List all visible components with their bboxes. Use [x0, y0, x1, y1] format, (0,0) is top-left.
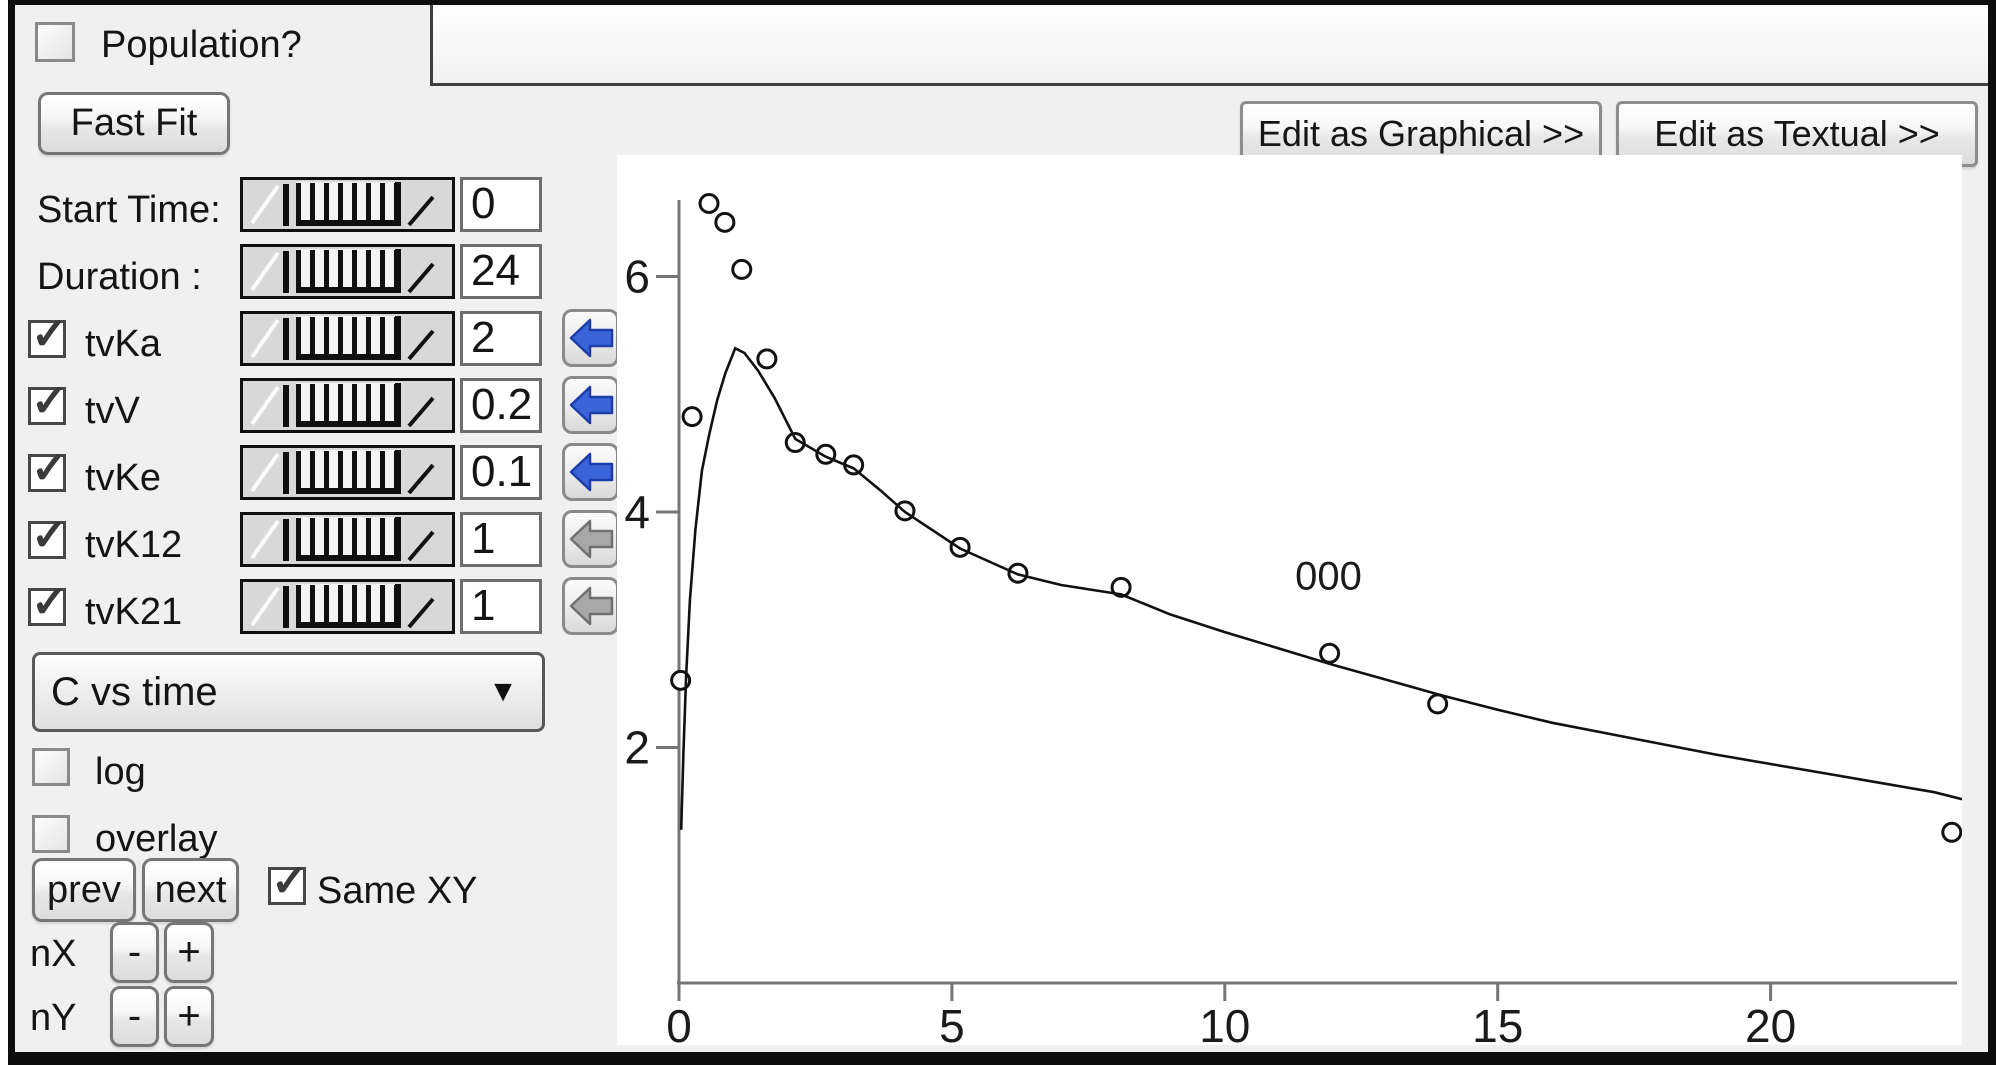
check-icon: ✓ — [31, 377, 68, 426]
tvv-checkbox[interactable]: ✓ — [28, 380, 68, 425]
nx-label: nX — [30, 933, 77, 975]
overlay-label: overlay — [95, 818, 218, 860]
arrow-left-icon — [569, 519, 613, 559]
log-checkbox[interactable]: ✓ — [32, 748, 70, 786]
chevron-down-icon: ▼ — [488, 675, 518, 708]
arrow-left-icon — [569, 318, 613, 358]
svg-text:2: 2 — [624, 722, 650, 774]
tvk21-back-arrow-button[interactable] — [562, 577, 619, 635]
plot-type-value: C vs time — [51, 669, 218, 714]
duration-slider[interactable] — [240, 244, 455, 299]
tvka-slider[interactable] — [240, 311, 455, 366]
prev-button[interactable]: prev — [32, 858, 136, 922]
tvk21-label: tvK21 — [85, 591, 183, 633]
same-xy-label: Same XY — [317, 870, 478, 912]
tvka-checkbox[interactable]: ✓ — [28, 313, 68, 358]
app-frame: ✓ Population? Fast Fit Edit as Graphical… — [8, 0, 1996, 1065]
ny-minus-button[interactable]: - — [110, 986, 159, 1047]
check-icon: ✓ — [271, 857, 308, 906]
arrow-left-icon — [569, 452, 613, 492]
check-icon: ✓ — [31, 511, 68, 560]
population-checkbox[interactable]: ✓ — [35, 22, 75, 62]
tvke-slider[interactable] — [240, 445, 455, 500]
duration-label: Duration : — [37, 256, 202, 298]
start-time-input[interactable] — [460, 177, 542, 232]
tvke-label: tvKe — [85, 457, 162, 499]
tvk21-checkbox[interactable]: ✓ — [28, 581, 68, 626]
start-time-slider[interactable] — [240, 177, 455, 232]
arrow-left-icon — [569, 586, 613, 626]
same-xy-checkbox[interactable]: ✓ — [268, 860, 308, 905]
tvke-input[interactable] — [460, 445, 542, 500]
tvv-label: tvV — [85, 390, 140, 432]
ny-plus-button[interactable]: + — [164, 986, 214, 1047]
tvke-back-arrow-button[interactable] — [562, 443, 619, 501]
curve-annotation: 000 — [1295, 555, 1362, 599]
svg-text:5: 5 — [939, 1000, 965, 1045]
overlay-checkbox[interactable]: ✓ — [32, 815, 70, 853]
fast-fit-button[interactable]: Fast Fit — [38, 92, 230, 155]
tvk12-back-arrow-button[interactable] — [562, 510, 619, 568]
population-label: Population? — [101, 24, 302, 66]
svg-text:10: 10 — [1199, 1000, 1250, 1045]
svg-text:4: 4 — [624, 486, 650, 538]
tvv-slider[interactable] — [240, 378, 455, 433]
next-button[interactable]: next — [142, 858, 239, 922]
plot-area: 0 5 10 15 20 2 4 6 000 — [617, 155, 1968, 1052]
tvk12-label: tvK12 — [85, 524, 183, 566]
ny-label: nY — [30, 997, 77, 1039]
svg-text:6: 6 — [624, 251, 650, 303]
svg-text:0: 0 — [666, 1000, 692, 1045]
nx-minus-button[interactable]: - — [110, 922, 159, 983]
log-label: log — [95, 751, 146, 793]
tvk21-slider[interactable] — [240, 579, 455, 634]
plot-type-select[interactable]: C vs time ▼ — [32, 652, 545, 732]
check-icon: ✓ — [31, 444, 68, 493]
tvka-label: tvKa — [85, 323, 162, 365]
tvv-input[interactable] — [460, 378, 542, 433]
tvke-checkbox[interactable]: ✓ — [28, 447, 68, 492]
tvk12-slider[interactable] — [240, 512, 455, 567]
tvk12-checkbox[interactable]: ✓ — [28, 514, 68, 559]
check-icon: ✓ — [31, 578, 68, 627]
check-icon: ✓ — [31, 310, 68, 359]
tvka-input[interactable] — [460, 311, 542, 366]
svg-text:15: 15 — [1472, 1000, 1523, 1045]
duration-input[interactable] — [460, 244, 542, 299]
arrow-left-icon — [569, 385, 613, 425]
nx-plus-button[interactable]: + — [164, 922, 214, 983]
tvk12-input[interactable] — [460, 512, 542, 567]
pk-concentration-chart: 0 5 10 15 20 2 4 6 000 — [624, 192, 1968, 1052]
tvka-back-arrow-button[interactable] — [562, 309, 619, 367]
tvk21-input[interactable] — [460, 579, 542, 634]
tvv-back-arrow-button[interactable] — [562, 376, 619, 434]
start-time-label: Start Time: — [37, 189, 221, 231]
svg-text:20: 20 — [1745, 1000, 1796, 1045]
tab-strip — [430, 5, 1988, 86]
